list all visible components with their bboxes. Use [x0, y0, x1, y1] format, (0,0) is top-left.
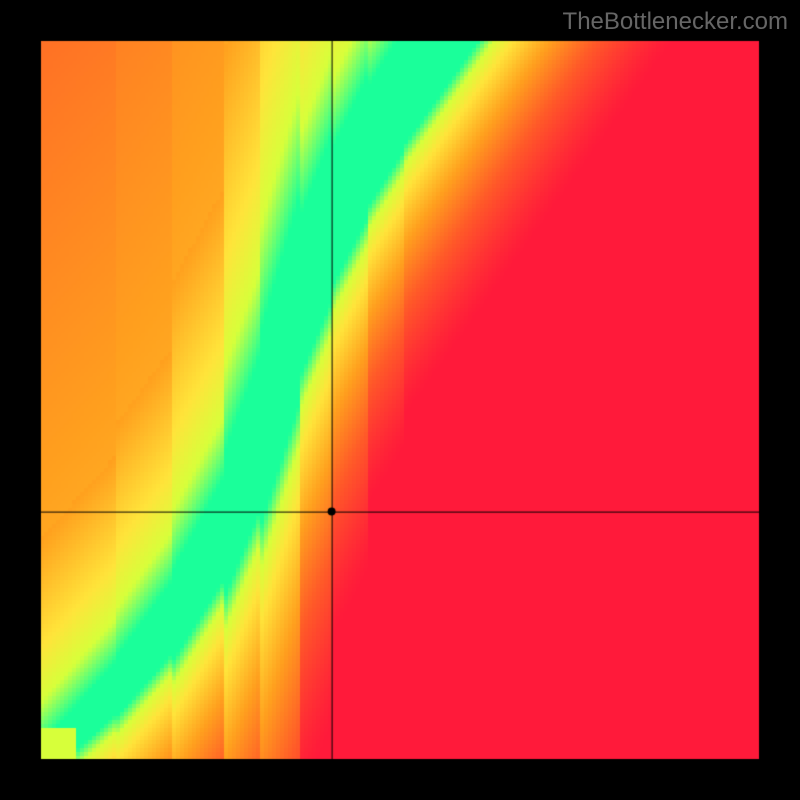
heatmap-canvas	[0, 0, 800, 800]
watermark-text: TheBottlenecker.com	[563, 8, 788, 36]
chart-container: TheBottlenecker.com	[0, 0, 800, 800]
